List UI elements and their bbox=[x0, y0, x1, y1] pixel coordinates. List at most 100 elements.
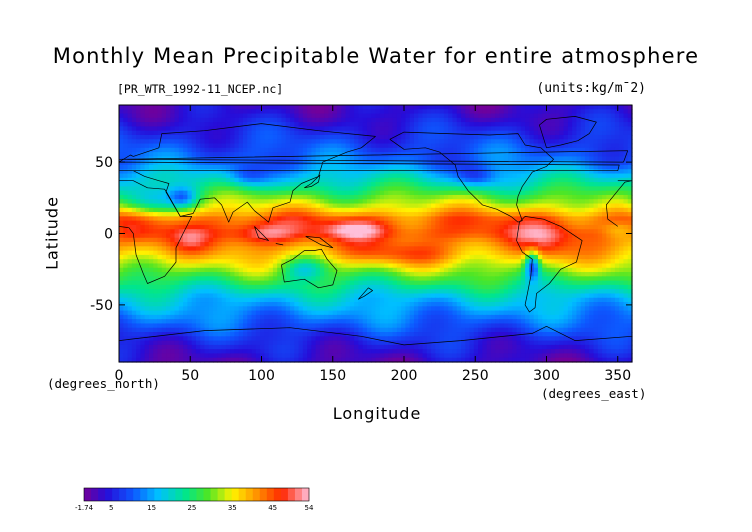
heatmap-cell bbox=[606, 237, 612, 243]
heatmap-cell bbox=[401, 237, 407, 243]
heatmap-cell bbox=[148, 224, 154, 230]
heatmap-cell bbox=[516, 212, 522, 217]
heatmap-cell bbox=[183, 190, 189, 196]
heatmap-cell bbox=[473, 254, 479, 260]
heatmap-cell bbox=[572, 126, 578, 132]
heatmap-cell bbox=[328, 139, 334, 145]
heatmap-cell bbox=[542, 194, 548, 200]
heatmap-cell bbox=[623, 160, 629, 166]
heatmap-cell bbox=[490, 134, 496, 140]
heatmap-cell bbox=[204, 173, 210, 179]
heatmap-cell bbox=[533, 272, 539, 277]
heatmap-cell bbox=[576, 109, 582, 115]
heatmap-cell bbox=[345, 190, 351, 196]
heatmap-cell bbox=[354, 194, 359, 200]
heatmap-cell bbox=[298, 259, 304, 265]
heatmap-cell bbox=[268, 177, 274, 183]
heatmap-cell bbox=[191, 194, 197, 200]
heatmap-cell bbox=[290, 143, 295, 149]
heatmap-cell bbox=[136, 207, 141, 213]
heatmap-cell bbox=[225, 143, 231, 149]
heatmap-cell bbox=[559, 216, 565, 222]
heatmap-cell bbox=[200, 109, 206, 115]
heatmap-cell bbox=[469, 237, 475, 243]
heatmap-cell bbox=[512, 276, 518, 282]
heatmap-cell bbox=[525, 267, 531, 273]
heatmap-cell bbox=[478, 182, 483, 187]
heatmap-cell bbox=[285, 276, 291, 282]
heatmap-cell bbox=[178, 242, 184, 247]
heatmap-cell bbox=[131, 207, 137, 213]
heatmap-cell bbox=[170, 173, 176, 179]
heatmap-cell bbox=[401, 246, 407, 252]
heatmap-cell bbox=[119, 254, 124, 260]
heatmap-cell bbox=[516, 147, 522, 153]
heatmap-cell bbox=[213, 242, 218, 247]
heatmap-cell bbox=[550, 173, 556, 179]
heatmap-cell bbox=[384, 143, 389, 149]
heatmap-cell bbox=[431, 177, 436, 183]
heatmap-cell bbox=[332, 147, 338, 153]
heatmap-cell bbox=[153, 143, 159, 149]
heatmap-cell bbox=[546, 207, 552, 213]
heatmap-cell bbox=[371, 233, 377, 239]
heatmap-cell bbox=[131, 173, 137, 179]
heatmap-cell bbox=[602, 212, 607, 217]
heatmap-cell bbox=[260, 263, 265, 269]
heatmap-cell bbox=[251, 267, 257, 273]
heatmap-cell bbox=[174, 229, 180, 235]
heatmap-cell bbox=[563, 229, 569, 235]
heatmap-cell bbox=[302, 212, 308, 217]
heatmap-cell bbox=[439, 207, 445, 213]
heatmap-cell bbox=[144, 207, 150, 213]
heatmap-cell bbox=[448, 224, 454, 230]
heatmap-cell bbox=[315, 263, 321, 269]
heatmap-cell bbox=[422, 194, 428, 200]
heatmap-cell bbox=[499, 160, 505, 166]
heatmap-cell bbox=[593, 177, 599, 183]
heatmap-cell bbox=[529, 199, 535, 205]
heatmap-cell bbox=[251, 117, 257, 123]
heatmap-cell bbox=[418, 173, 424, 179]
heatmap-cell bbox=[559, 186, 565, 192]
heatmap-cell bbox=[153, 207, 159, 213]
heatmap-cell bbox=[195, 237, 201, 243]
heatmap-cell bbox=[255, 117, 261, 123]
heatmap-cell bbox=[384, 182, 389, 187]
heatmap-cell bbox=[525, 212, 531, 217]
heatmap-cell bbox=[217, 147, 223, 153]
heatmap-cell bbox=[525, 160, 531, 166]
heatmap-cell bbox=[623, 203, 629, 209]
heatmap-cell bbox=[593, 272, 599, 277]
heatmap-cell bbox=[319, 109, 325, 115]
heatmap-cell bbox=[341, 186, 347, 192]
heatmap-cell bbox=[520, 130, 526, 136]
heatmap-cell bbox=[486, 105, 492, 110]
heatmap-cell bbox=[140, 164, 146, 170]
heatmap-cell bbox=[234, 126, 240, 132]
heatmap-cell bbox=[349, 237, 355, 243]
heatmap-cell bbox=[208, 263, 214, 269]
heatmap-cell bbox=[170, 199, 176, 205]
heatmap-cell bbox=[392, 246, 398, 252]
heatmap-cell bbox=[413, 250, 419, 256]
heatmap-cell bbox=[478, 126, 483, 132]
heatmap-cell bbox=[627, 224, 633, 230]
heatmap-cell bbox=[349, 117, 355, 123]
heatmap-cell bbox=[208, 139, 214, 145]
heatmap-cell bbox=[277, 139, 283, 145]
heatmap-cell bbox=[375, 207, 381, 213]
heatmap-cell bbox=[379, 105, 385, 110]
heatmap-cell bbox=[290, 186, 295, 192]
heatmap-cell bbox=[166, 272, 171, 277]
heatmap-cell bbox=[264, 117, 270, 123]
heatmap-cell bbox=[298, 139, 304, 145]
heatmap-cell bbox=[195, 134, 201, 140]
heatmap-cell bbox=[589, 220, 595, 226]
heatmap-cell bbox=[396, 224, 402, 230]
heatmap-cell bbox=[413, 134, 419, 140]
heatmap-cell bbox=[131, 233, 137, 239]
heatmap-cell bbox=[559, 263, 565, 269]
heatmap-cell bbox=[234, 139, 240, 145]
heatmap-cell bbox=[490, 143, 496, 149]
